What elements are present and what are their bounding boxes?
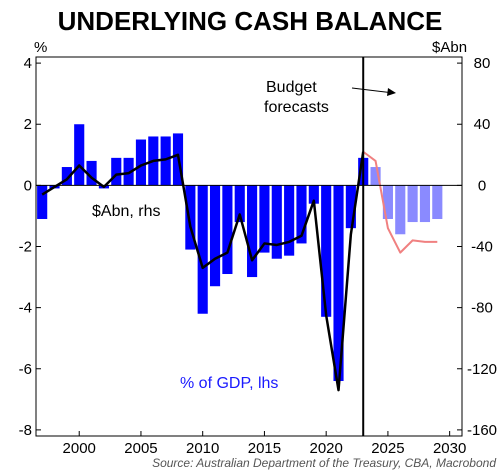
label-abn-rhs: $Abn, rhs <box>92 203 160 220</box>
gdp-bar-2003 <box>111 157 122 186</box>
gdp-bar-2005 <box>135 139 147 186</box>
forecast-arrow-head-icon <box>387 88 396 96</box>
left-tick-label: 2 <box>24 116 32 133</box>
gdp-bar-2014 <box>247 185 258 278</box>
gdp-bar-2004 <box>123 157 134 186</box>
gdp-forecast-bar-2024 <box>370 167 381 186</box>
gdp-bar-2012 <box>222 185 233 275</box>
forecast-arrow-shaft <box>351 87 395 94</box>
gdp-bar-2011 <box>209 185 221 287</box>
right-tick-label: -80 <box>471 300 493 317</box>
gdp-bar-2019 <box>308 185 319 204</box>
bars-layer <box>37 124 443 381</box>
label-gdp-lhs: % of GDP, lhs <box>180 375 278 392</box>
abn-forecast-line <box>362 150 438 254</box>
x-tick-label: 2030 <box>433 440 466 457</box>
lines-layer <box>41 150 438 392</box>
x-tick-label: 2020 <box>309 440 342 457</box>
gdp-bar-2022 <box>345 185 356 229</box>
x-tick-label: 2000 <box>63 440 96 457</box>
left-axis-unit: % <box>34 39 47 56</box>
x-axis-ticks: 2000 2005 2010 2015 2020 2025 2030 <box>63 431 466 457</box>
gdp-forecast-bar-2029 <box>432 185 443 219</box>
left-tick-label: -6 <box>19 361 32 378</box>
left-tick-label: -8 <box>19 422 32 439</box>
gdp-bar-1999 <box>61 167 72 186</box>
right-axis-ticks: 80 40 0 -40 -80 -120 -160 <box>457 55 497 439</box>
label-budget: Budget <box>266 79 317 96</box>
right-tick-label: 40 <box>474 116 491 133</box>
gdp-bar-2021 <box>333 185 344 381</box>
gdp-forecast-bar-2025 <box>382 185 393 219</box>
source-note: Source: Australian Department of the Tre… <box>152 456 496 470</box>
gdp-forecast-bar-2026 <box>395 185 406 235</box>
gdp-bar-2009 <box>185 185 196 250</box>
x-tick-label: 2005 <box>124 440 157 457</box>
right-tick-label: -160 <box>467 422 497 439</box>
right-tick-label: 80 <box>474 55 491 72</box>
gdp-forecast-bar-2028 <box>419 185 431 223</box>
left-tick-label: 4 <box>24 55 32 72</box>
gdp-bar-2001 <box>86 160 97 186</box>
gdp-forecast-bar-2027 <box>407 185 418 223</box>
left-tick-label: -2 <box>19 239 32 256</box>
gdp-bar-2013 <box>234 185 245 223</box>
label-forecasts: forecasts <box>264 99 329 116</box>
gdp-bar-2016 <box>271 185 282 259</box>
left-tick-label: 0 <box>24 177 32 194</box>
gdp-bar-2000 <box>74 124 85 186</box>
gdp-bar-2010 <box>197 185 208 314</box>
gdp-bar-2018 <box>296 185 307 244</box>
gdp-bar-2015 <box>259 185 270 253</box>
gdp-bar-2007 <box>160 136 171 186</box>
x-tick-label: 2025 <box>371 440 404 457</box>
right-axis-unit: $Abn <box>432 39 467 56</box>
chart-title: UNDERLYING CASH BALANCE <box>58 6 443 36</box>
gdp-bar-1997 <box>37 185 48 219</box>
x-tick-label: 2010 <box>186 440 219 457</box>
left-axis-ticks: 4 2 0 -2 -4 -6 -8 <box>19 55 41 439</box>
gdp-bar-2020 <box>321 185 332 317</box>
right-tick-label: -40 <box>471 239 493 256</box>
x-tick-label: 2015 <box>248 440 281 457</box>
abn-line <box>41 151 365 392</box>
left-tick-label: -4 <box>19 300 32 317</box>
gdp-bar-2017 <box>284 185 295 256</box>
right-tick-label: 0 <box>478 177 486 194</box>
right-tick-label: -120 <box>467 361 497 378</box>
